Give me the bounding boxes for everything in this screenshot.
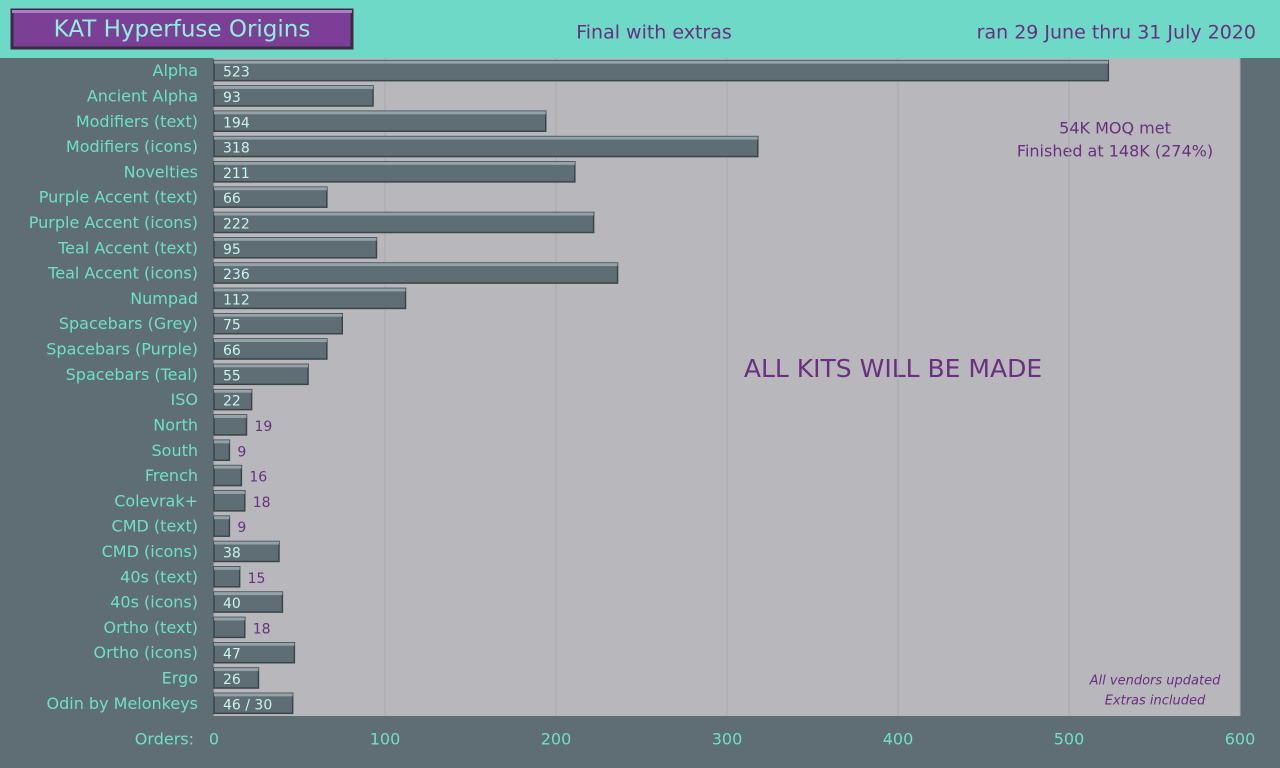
bar-bevel: [214, 693, 293, 697]
y-tick-label: Odin by Melonkeys: [47, 694, 199, 713]
data-label: 18: [253, 495, 271, 511]
data-label: 75: [223, 318, 241, 334]
x-tick-label: 600: [1225, 730, 1256, 749]
data-label: 46 / 30: [223, 697, 272, 713]
data-label: 236: [223, 267, 250, 283]
y-tick-label: Teal Accent (text): [57, 238, 198, 257]
y-tick-label: Modifiers (text): [76, 112, 198, 131]
data-label: 95: [223, 242, 241, 258]
data-label: 22: [223, 394, 241, 410]
bar-bevel: [214, 339, 327, 343]
y-tick-label: CMD (icons): [102, 542, 198, 561]
x-tick-label: 100: [370, 730, 401, 749]
annotation: All vendors updated: [1089, 674, 1221, 689]
data-label: 112: [223, 292, 250, 308]
y-tick-label: 40s (icons): [110, 593, 198, 612]
y-tick-label: Purple Accent (icons): [29, 213, 198, 232]
bar-bevel: [214, 212, 594, 216]
bar-bevel: [214, 566, 240, 570]
x-tick-label: 400: [883, 730, 914, 749]
bar-bevel: [214, 592, 283, 596]
annotation: ALL KITS WILL BE MADE: [744, 354, 1042, 383]
data-label: 523: [223, 65, 250, 81]
y-tick-label: Colevrak+: [114, 491, 198, 510]
bar-bevel: [214, 313, 343, 317]
x-tick-label: 500: [1054, 730, 1085, 749]
bar-bevel: [214, 617, 245, 621]
date-note: ran 29 June thru 31 July 2020: [977, 22, 1256, 44]
x-tick-label: 200: [541, 730, 572, 749]
x-axis-label: Orders:: [135, 730, 194, 749]
bar-bevel: [214, 85, 374, 89]
y-tick-label: Numpad: [130, 289, 198, 308]
data-label: 222: [223, 217, 250, 233]
y-tick-label: ISO: [171, 390, 198, 409]
data-label: 318: [223, 141, 250, 157]
data-label: 47: [223, 647, 241, 663]
y-tick-label: Modifiers (icons): [66, 137, 198, 156]
bar-bevel: [214, 263, 618, 267]
bar-bevel: [214, 187, 327, 191]
y-tick-label: South: [152, 441, 199, 460]
bar-bevel: [214, 136, 758, 140]
data-label: 9: [237, 444, 246, 460]
data-label: 9: [237, 520, 246, 536]
data-label: 66: [223, 343, 241, 359]
x-tick-label: 300: [712, 730, 743, 749]
x-tick-label: 0: [209, 730, 219, 749]
y-tick-label: Purple Accent (text): [39, 188, 198, 207]
data-label: 26: [223, 672, 241, 688]
bar-bevel: [214, 414, 247, 418]
y-tick-label: Ancient Alpha: [87, 86, 198, 105]
y-tick-label: Novelties: [124, 162, 198, 181]
annotation: Finished at 148K (274%): [1017, 142, 1213, 161]
y-tick-label: Ortho (icons): [94, 643, 198, 662]
bar-bevel: [214, 161, 575, 165]
bar-bevel: [214, 668, 259, 672]
data-label: 93: [223, 90, 241, 106]
bar-bevel: [214, 389, 252, 393]
bar-bevel: [214, 111, 546, 115]
title-box-highlight: [12, 10, 352, 13]
data-label: 15: [248, 571, 266, 587]
bar-bevel: [214, 490, 245, 494]
data-label: 19: [254, 419, 272, 435]
bar-bevel: [214, 516, 230, 520]
data-label: 38: [223, 546, 241, 562]
y-tick-label: Spacebars (Grey): [59, 314, 198, 333]
y-tick-label: Teal Accent (icons): [47, 264, 198, 283]
data-label: 18: [253, 621, 271, 637]
data-label: 211: [223, 166, 250, 182]
bar-bevel: [214, 288, 406, 292]
bar-bevel: [214, 642, 295, 646]
bar-bevel: [214, 465, 242, 469]
data-label: 16: [249, 470, 267, 486]
y-tick-label: Alpha: [153, 61, 199, 80]
data-label: 194: [223, 115, 250, 131]
data-label: 66: [223, 191, 241, 207]
chart-title: KAT Hyperfuse Origins: [54, 17, 311, 43]
bar-bevel: [214, 440, 230, 444]
annotation: Extras included: [1105, 694, 1206, 709]
y-tick-label: CMD (text): [112, 517, 198, 536]
bar-bevel: [214, 60, 1109, 64]
bar-bevel: [214, 541, 279, 545]
bar-bevel: [214, 364, 309, 368]
bar-bevel: [214, 237, 377, 241]
y-tick-label: Spacebars (Purple): [46, 340, 198, 359]
y-tick-label: Ortho (text): [103, 618, 198, 637]
y-tick-label: Spacebars (Teal): [66, 365, 198, 384]
chart-subtitle: Final with extras: [576, 22, 732, 44]
data-label: 40: [223, 596, 241, 612]
y-tick-label: 40s (text): [120, 567, 198, 586]
annotation: 54K MOQ met: [1059, 119, 1171, 138]
y-tick-label: Ergo: [162, 669, 198, 688]
y-tick-label: French: [145, 466, 198, 485]
y-tick-label: North: [153, 415, 198, 434]
data-label: 55: [223, 368, 241, 384]
